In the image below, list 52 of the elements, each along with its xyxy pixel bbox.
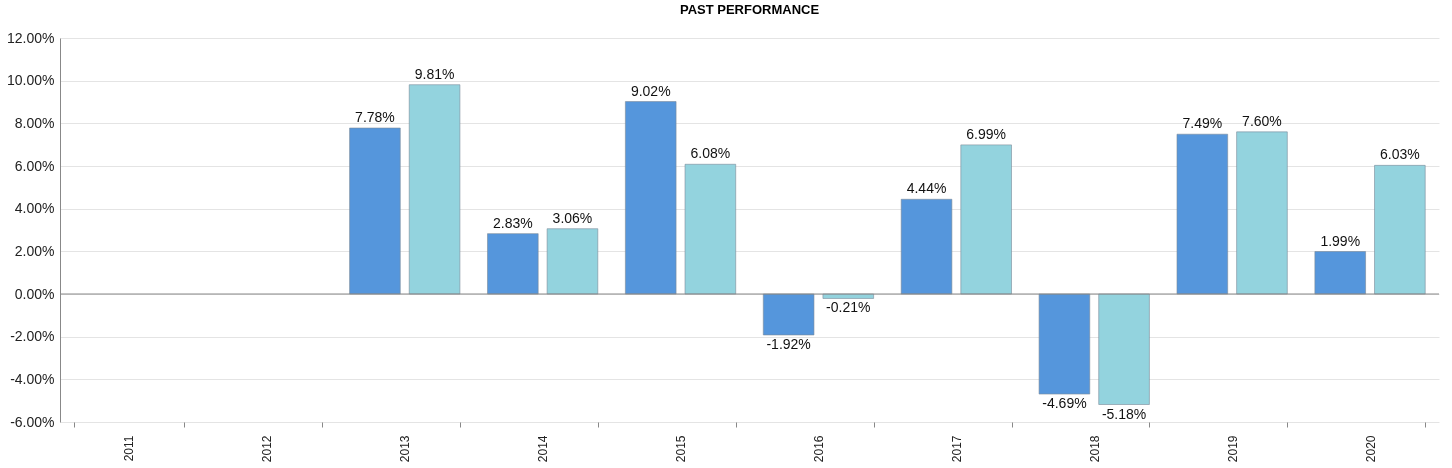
bar: [900, 198, 953, 295]
x-tick-label: 2011: [122, 435, 137, 462]
data-label: 7.49%: [1182, 115, 1223, 132]
data-label: 4.44%: [906, 180, 947, 197]
bar: [762, 293, 815, 336]
bar: [960, 144, 1012, 295]
x-tick-label: 2017: [949, 435, 964, 463]
x-tick-label: 2012: [260, 435, 275, 463]
bar: [408, 84, 461, 295]
bar: [625, 101, 677, 295]
bar: [546, 228, 599, 295]
data-label: -1.92%: [766, 335, 811, 352]
bar: [1236, 131, 1288, 295]
x-tick-label: 2013: [398, 435, 413, 463]
bar: [1374, 165, 1426, 295]
data-label: 9.81%: [414, 65, 455, 82]
y-tick-label: 12.00%: [7, 29, 55, 46]
data-label: 9.02%: [630, 82, 671, 99]
y-tick-label: -4.00%: [10, 370, 55, 387]
data-label: -5.18%: [1101, 405, 1147, 422]
data-label: 6.08%: [690, 145, 731, 162]
data-label: -4.69%: [1042, 395, 1087, 412]
chart-title: PAST PERFORMANCE: [679, 2, 820, 17]
bar: [1038, 293, 1091, 395]
y-tick-label: -6.00%: [10, 413, 55, 430]
bar: [1176, 133, 1228, 295]
x-tick-label: 2016: [811, 435, 826, 463]
y-tick-label: 0.00%: [14, 285, 55, 302]
x-tick-label: 2019: [1225, 435, 1240, 463]
y-tick-label: 8.00%: [14, 114, 55, 131]
x-tick-label: 2020: [1363, 435, 1378, 463]
x-tick-label: 2015: [674, 435, 689, 463]
data-label: 2.83%: [492, 214, 533, 231]
x-tick-label: 2018: [1087, 435, 1102, 463]
bar: [487, 233, 539, 295]
bar: [684, 163, 737, 295]
y-tick-label: 10.00%: [7, 72, 55, 89]
y-tick-label: 4.00%: [14, 200, 55, 217]
x-tick-label: 2014: [536, 435, 551, 463]
bar: [1098, 293, 1150, 405]
data-label: 7.78%: [355, 109, 395, 126]
data-label: 3.06%: [552, 209, 593, 226]
data-label: 6.99%: [966, 125, 1007, 142]
data-label: 1.99%: [1320, 232, 1361, 249]
y-tick-label: 2.00%: [14, 242, 55, 259]
y-tick-label: -2.00%: [10, 328, 55, 345]
data-label: 6.03%: [1380, 146, 1420, 163]
bar: [1314, 251, 1366, 295]
bar: [349, 127, 401, 295]
data-label: -0.21%: [826, 299, 871, 316]
data-label: 7.60%: [1242, 112, 1282, 129]
y-tick-label: 6.00%: [14, 157, 55, 174]
